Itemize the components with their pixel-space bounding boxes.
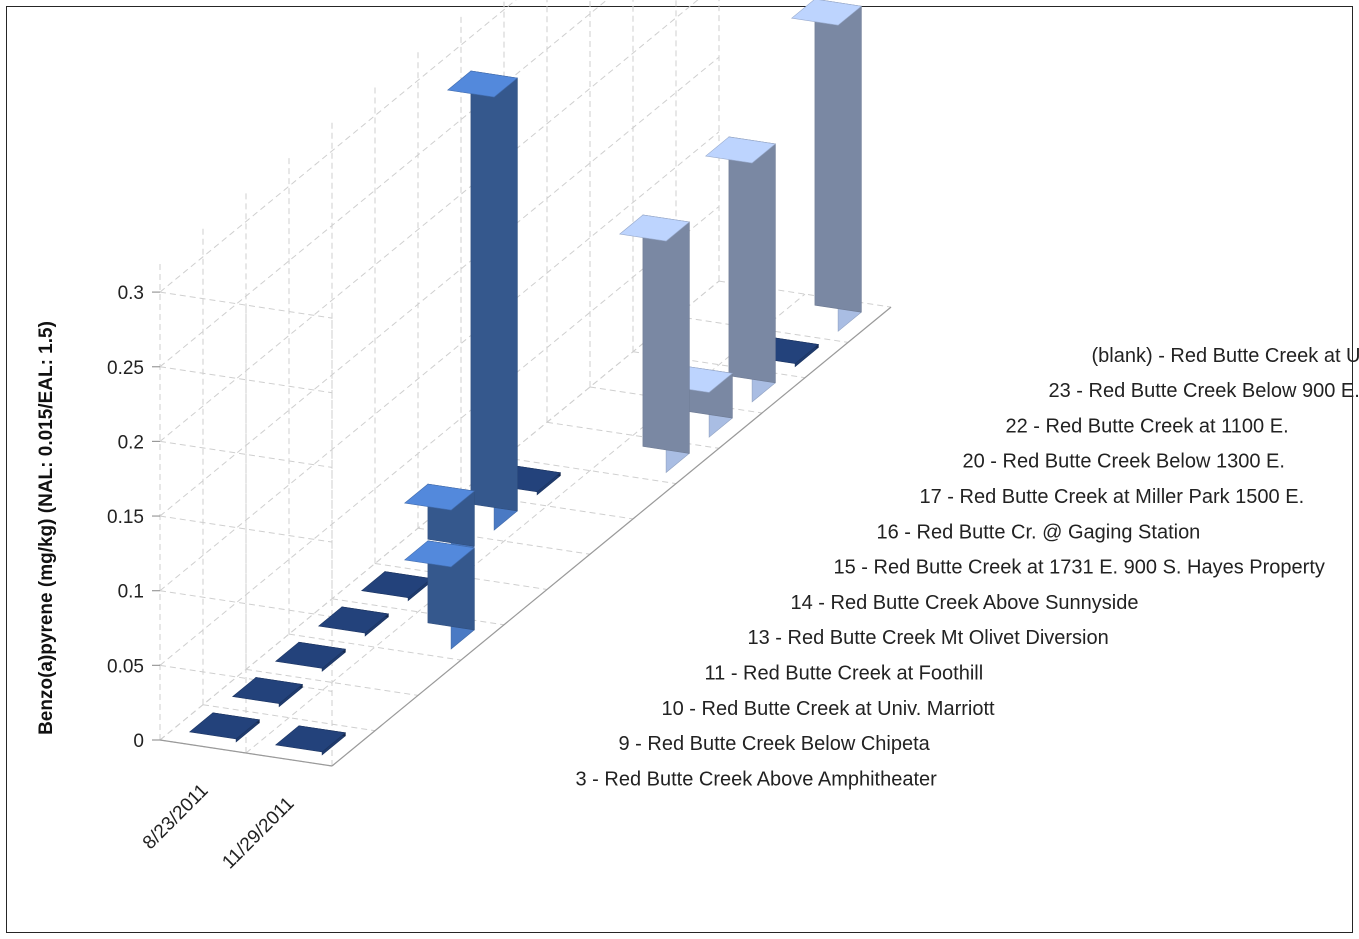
y-tick-label: 0.1 [118, 582, 144, 603]
bar-top [790, 0, 863, 26]
gridline-back-5 [159, 0, 608, 368]
bar-side [728, 136, 776, 384]
category-label: 16 - Red Butte Cr. @ Gaging Station [877, 521, 1201, 543]
bar-top [360, 571, 433, 599]
floor-line-7 [460, 492, 634, 520]
category-label: 22 - Red Butte Creek at 1100 E. [1006, 415, 1289, 437]
gridline-back-3 [159, 56, 720, 517]
y-tick-label: 0.2 [118, 432, 144, 453]
bar-1-0 [231, 677, 304, 708]
category-label: (blank) - Red Butte Creek at Underflow D… [1092, 345, 1359, 367]
gridline-side-5 [159, 366, 333, 394]
bar-side [470, 70, 518, 512]
x-tick-label: 11/29/2011 [218, 793, 298, 873]
gridline-side-3 [159, 515, 333, 543]
y-axis-title: Benzo(a)pyrene (mg/kg) (NAL: 0.015/EAL: … [36, 321, 57, 735]
bar-10-1 [704, 136, 777, 403]
bar-0-1 [274, 725, 347, 756]
floor-line-2 [245, 668, 419, 696]
bar-8-1 [618, 214, 691, 474]
bar-top [231, 677, 304, 704]
chart-bars [188, 0, 863, 756]
bar-top [618, 214, 691, 242]
bar-6-0 [446, 70, 519, 531]
y-tick-label: 0.25 [107, 358, 144, 379]
bar-top [704, 136, 777, 164]
bar-0-0 [188, 712, 261, 743]
floor-line-3 [288, 633, 462, 661]
floor-line-8 [503, 457, 677, 485]
category-label: 14 - Red Butte Creek Above Sunnyside [791, 592, 1139, 614]
bar-top [274, 641, 347, 669]
floor-line-6 [417, 527, 591, 555]
floor-line-12 [675, 315, 849, 343]
bar-3-1 [403, 540, 476, 650]
category-label: 23 - Red Butte Creek Below 900 E. [1049, 380, 1359, 402]
chart-frame [6, 6, 1353, 933]
floor-line-10 [589, 386, 763, 414]
x-tick-label: 8/23/2011 [139, 780, 213, 854]
bar-2-0 [274, 641, 347, 672]
bar-side [814, 0, 862, 313]
category-axis [331, 306, 892, 767]
bar-top [403, 483, 476, 511]
y-tick-label: 0 [133, 731, 144, 752]
gridline-back-1 [159, 206, 720, 666]
category-label: 11 - Red Butte Creek at Foothill [705, 662, 984, 684]
gridline-back-6 [159, 0, 517, 293]
gridline-side-1 [159, 664, 333, 692]
bar-top [446, 70, 519, 98]
category-label: 9 - Red Butte Creek Below Chipeta [619, 733, 931, 755]
gridline-side-2 [159, 590, 333, 618]
y-tick-label: 0.3 [118, 283, 144, 304]
bar-top [317, 606, 390, 634]
category-label: 13 - Red Butte Creek Mt Olivet Diversion [748, 627, 1109, 649]
gridline-side-6 [159, 291, 333, 319]
floor-line-9 [546, 421, 720, 449]
floor-line-4 [331, 598, 505, 626]
date-axis [159, 739, 333, 767]
category-label: 17 - Red Butte Creek at Miller Park 1500… [920, 486, 1305, 508]
bar-top [403, 540, 476, 568]
floor-line-11 [632, 351, 806, 379]
category-label: 20 - Red Butte Creek Below 1300 E. [963, 451, 1285, 473]
bar-3-0 [317, 606, 390, 637]
floor-line-13 [718, 280, 892, 308]
y-tick-label: 0.15 [107, 507, 144, 528]
bar-12-1 [790, 0, 863, 332]
bar-4-0 [360, 571, 433, 602]
category-label: 10 - Red Butte Creek at Univ. Marriott [662, 698, 996, 720]
bar-side [642, 214, 690, 454]
bar-5-0 [403, 483, 476, 567]
y-tick-label: 0.05 [107, 656, 144, 677]
category-label: 15 - Red Butte Creek at 1731 E. 900 S. H… [834, 557, 1325, 579]
gridline-side-4 [159, 440, 333, 468]
gridline-back-2 [159, 131, 720, 592]
bar-top [274, 725, 347, 753]
bar-top [188, 712, 261, 740]
chart-labels: 0 0.05 0.1 0.15 0.2 0.25 0.3 Benzo(a)pyrene (mg… [36, 283, 1359, 873]
category-label: 3 - Red Butte Creek Above Amphitheater [576, 768, 938, 790]
gridline-back-4 [159, 0, 699, 442]
floor-line-5 [374, 563, 548, 590]
floor-line-1 [202, 704, 376, 732]
chart-gridlines [159, 0, 892, 767]
